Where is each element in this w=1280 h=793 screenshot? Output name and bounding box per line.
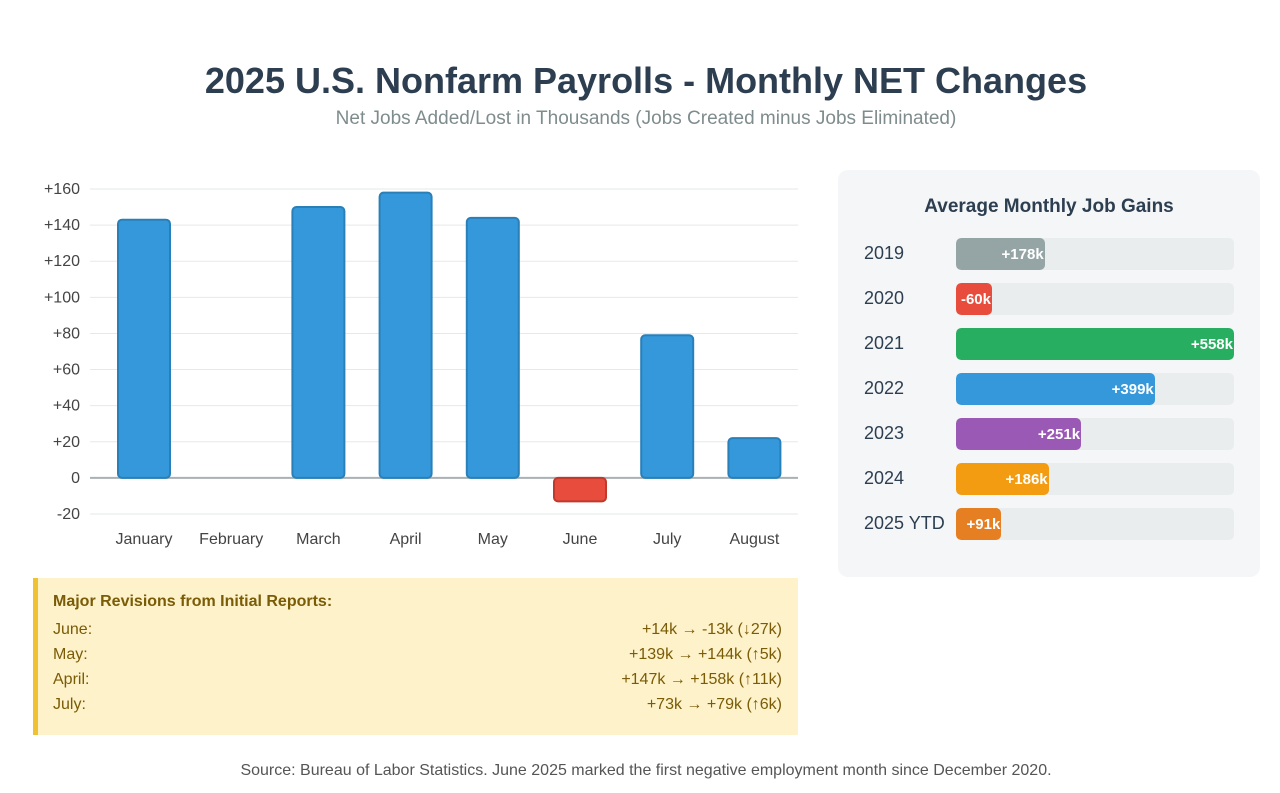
bar-january xyxy=(117,218,171,479)
average-bar-track: +186k xyxy=(956,463,1234,495)
average-bar-track: -60k xyxy=(956,283,1234,315)
average-year-label: 2024 xyxy=(864,468,905,488)
average-bar-fill: -60k xyxy=(956,283,992,315)
bar-chart: +160 +140 +120 +100 +80 +60 +40 +20 0 -20 January… xyxy=(44,181,798,548)
y-tick-label: +40 xyxy=(53,398,80,415)
average-row-2021: 2021 +558k xyxy=(838,328,1260,360)
revision-month: July: xyxy=(53,696,86,713)
average-row-2020: 2020 -60k xyxy=(838,283,1260,315)
average-bar-track: +399k xyxy=(956,373,1234,405)
average-bar-track: +251k xyxy=(956,418,1234,450)
average-year-label: 2021 xyxy=(864,333,905,353)
x-axis-labels: January February March April May June July Augu… xyxy=(116,531,780,548)
x-tick-label: June xyxy=(563,531,598,548)
average-value-label: +251k xyxy=(1037,425,1081,443)
revision-change: +147k → +158k (↑11k) xyxy=(621,671,782,688)
average-year-label: 2019 xyxy=(864,243,905,263)
average-year-label: 2020 xyxy=(864,288,905,308)
average-gains-panel: Average Monthly Job Gains 2019 +178k 2020 -… xyxy=(838,170,1260,577)
average-value-label: +399k xyxy=(1111,380,1154,398)
revision-row: June: +14k → -13k (↓27k) xyxy=(53,617,782,642)
average-row-2023: 2023 +251k xyxy=(838,418,1260,450)
chart-subtitle: Net Jobs Added/Lost in Thousands (Jobs C… xyxy=(335,108,957,129)
revisions-title: Major Revisions from Initial Reports: xyxy=(53,593,333,610)
revision-row: May: +139k → +144k (↑5k) xyxy=(53,642,782,667)
x-tick-label: April xyxy=(390,531,422,548)
average-row-2024: 2024 +186k xyxy=(838,463,1260,495)
average-value-label: -60k xyxy=(960,290,991,308)
bar-june xyxy=(553,476,607,503)
average-value-label: +186k xyxy=(1005,470,1048,488)
chart-title: 2025 U.S. Nonfarm Payrolls - Monthly NET… xyxy=(204,60,1088,101)
revision-change: +14k → -13k (↓27k) xyxy=(641,621,782,638)
average-value-label: +91k xyxy=(966,515,1001,533)
revision-month: May: xyxy=(53,646,88,663)
average-bar-fill: +251k xyxy=(956,418,1082,450)
average-bar-fill: +186k xyxy=(956,463,1049,495)
average-gains-title: Average Monthly Job Gains xyxy=(924,196,1174,217)
average-bar-fill: +399k xyxy=(956,373,1155,405)
revision-row: July: +73k → +79k (↑6k) xyxy=(53,692,782,717)
average-bar-fill: +91k xyxy=(956,508,1002,540)
y-tick-label: +80 xyxy=(53,325,80,342)
average-value-label: +178k xyxy=(1001,245,1044,263)
x-tick-label: January xyxy=(116,531,173,548)
x-tick-label: July xyxy=(653,531,681,548)
revision-month: June: xyxy=(53,621,93,638)
average-bar-fill: +178k xyxy=(956,238,1045,270)
average-value-label: +558k xyxy=(1190,335,1233,353)
revision-change: +139k → +144k (↑5k) xyxy=(629,646,782,663)
y-tick-label: +140 xyxy=(44,217,80,234)
average-row-2025-ytd: 2025 YTD +91k xyxy=(838,508,1260,540)
y-tick-label: +100 xyxy=(44,289,80,306)
bar-march xyxy=(291,206,346,479)
revision-change: +73k → +79k (↑6k) xyxy=(646,696,782,713)
x-tick-label: March xyxy=(296,531,340,548)
average-year-label: 2022 xyxy=(864,378,905,398)
x-tick-label: August xyxy=(729,531,779,548)
average-year-label: 2025 YTD xyxy=(864,513,945,533)
bars xyxy=(117,191,782,503)
average-year-label: 2023 xyxy=(864,423,905,443)
average-bar-track: +558k xyxy=(956,328,1234,360)
y-tick-label: +120 xyxy=(44,253,80,270)
x-tick-label: February xyxy=(199,531,263,548)
y-tick-label: +20 xyxy=(53,434,80,451)
y-axis-ticks: +160 +140 +120 +100 +80 +60 +40 +20 0 -20 xyxy=(44,181,80,523)
average-bar-track: +178k xyxy=(956,238,1234,270)
x-tick-label: May xyxy=(478,531,508,548)
y-tick-label: +60 xyxy=(53,362,80,379)
average-bar-fill: +558k xyxy=(956,328,1234,360)
revisions-box: Major Revisions from Initial Reports: Ju… xyxy=(33,578,798,735)
bar-august xyxy=(727,437,782,479)
bar-july xyxy=(640,334,695,479)
average-row-2022: 2022 +399k xyxy=(838,373,1260,405)
average-row-2019: 2019 +178k xyxy=(838,238,1260,270)
y-tick-label: 0 xyxy=(71,470,80,487)
average-bar-track: +91k xyxy=(956,508,1234,540)
bar-april xyxy=(378,191,433,479)
source-note: Source: Bureau of Labor Statistics. June… xyxy=(240,762,1052,779)
bar-may xyxy=(465,216,520,479)
y-tick-label: +160 xyxy=(44,181,80,198)
y-tick-label: -20 xyxy=(57,506,80,523)
revision-month: April: xyxy=(53,671,90,688)
revision-row: April: +147k → +158k (↑11k) xyxy=(53,667,782,692)
